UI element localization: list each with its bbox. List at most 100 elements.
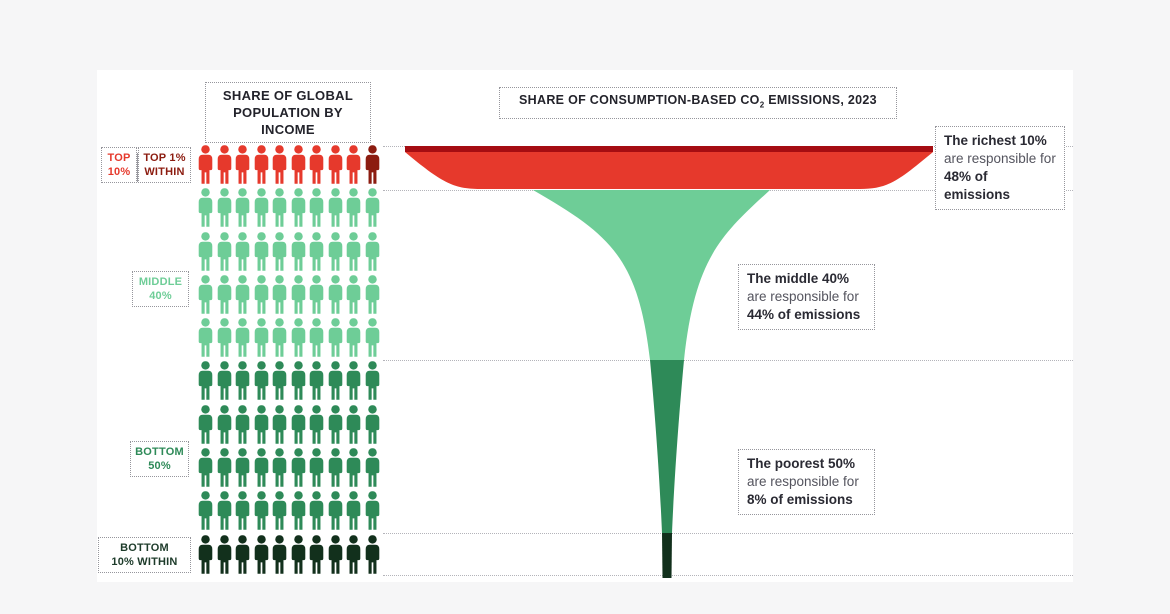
person-icon xyxy=(327,405,344,445)
pictogram-row-middle-40pct-3 xyxy=(197,275,381,318)
person-icon xyxy=(253,145,270,185)
person-icon xyxy=(327,535,344,575)
person-icon xyxy=(271,275,288,315)
person-icon xyxy=(364,145,381,185)
annotation-poorest-50: The poorest 50% are responsible for 8% o… xyxy=(738,449,875,515)
population-header-line2: POPULATION BY INCOME xyxy=(233,105,343,137)
label-top-10-line2: 10% xyxy=(107,166,131,178)
person-icon xyxy=(197,491,214,531)
person-icon xyxy=(290,448,307,488)
person-icon xyxy=(290,405,307,445)
person-icon xyxy=(290,188,307,228)
person-icon xyxy=(308,491,325,531)
annotation-richest-line1: The richest 10% xyxy=(944,133,1047,148)
emissions-co2-subscript: 2 xyxy=(759,100,765,110)
label-middle-40-line1: MIDDLE xyxy=(138,276,183,288)
person-icon xyxy=(234,275,251,315)
label-middle-40: MIDDLE 40% xyxy=(132,271,189,307)
label-divider xyxy=(137,153,138,182)
label-top-1-within: TOP 1% WITHIN xyxy=(138,147,191,183)
person-icon xyxy=(364,232,381,272)
label-top-10-line1: TOP xyxy=(107,152,131,164)
person-icon xyxy=(345,232,362,272)
pictogram-row-bottom-50pct-1 xyxy=(197,361,381,404)
person-icon xyxy=(234,232,251,272)
person-icon xyxy=(364,318,381,358)
label-bottom-50-line2: 50% xyxy=(148,460,171,472)
annotation-middle-line1: The middle 40% xyxy=(747,271,850,286)
annotation-poorest-line2: are responsible for xyxy=(747,474,859,489)
person-icon xyxy=(234,448,251,488)
person-icon xyxy=(345,491,362,531)
person-icon xyxy=(345,188,362,228)
person-icon xyxy=(234,188,251,228)
annotation-poorest-line3: 8% of emissions xyxy=(747,492,853,507)
pictogram-row-bottom-10pct-within xyxy=(197,535,381,578)
pictogram-row-middle-40pct-2 xyxy=(197,232,381,275)
person-icon xyxy=(327,318,344,358)
person-icon xyxy=(253,405,270,445)
population-pictogram xyxy=(197,145,381,578)
pictogram-row-bottom-50pct-2 xyxy=(197,405,381,448)
person-icon xyxy=(234,405,251,445)
label-top-1-line2: WITHIN xyxy=(144,166,185,178)
annotation-middle-40: The middle 40% are responsible for 44% o… xyxy=(738,264,875,330)
person-icon xyxy=(364,535,381,575)
person-icon xyxy=(216,188,233,228)
pictogram-row-middle-40pct-4 xyxy=(197,318,381,361)
person-icon xyxy=(345,145,362,185)
person-icon xyxy=(253,232,270,272)
person-icon xyxy=(216,361,233,401)
annotation-middle-line3: 44% of emissions xyxy=(747,307,861,322)
person-icon xyxy=(290,361,307,401)
person-icon xyxy=(290,491,307,531)
person-icon xyxy=(345,318,362,358)
person-icon xyxy=(253,535,270,575)
person-icon xyxy=(197,232,214,272)
person-icon xyxy=(345,448,362,488)
person-icon xyxy=(308,275,325,315)
person-icon xyxy=(216,448,233,488)
population-header: SHARE OF GLOBAL POPULATION BY INCOME xyxy=(205,82,371,143)
funnel-poorest-segment xyxy=(650,360,684,533)
person-icon xyxy=(364,491,381,531)
pictogram-row-bottom-50pct-4 xyxy=(197,491,381,534)
person-icon xyxy=(345,535,362,575)
person-icon xyxy=(364,405,381,445)
pictogram-row-bottom-50pct-3 xyxy=(197,448,381,491)
person-icon xyxy=(253,361,270,401)
person-icon xyxy=(197,145,214,185)
annotation-richest-line2: are responsible for xyxy=(944,151,1056,166)
person-icon xyxy=(364,448,381,488)
annotation-richest-10: The richest 10% are responsible for 48% … xyxy=(935,126,1065,210)
person-icon xyxy=(216,491,233,531)
label-bottom-50: BOTTOM 50% xyxy=(130,441,189,477)
person-icon xyxy=(308,361,325,401)
emissions-header: SHARE OF CONSUMPTION-BASED CO2 EMISSIONS… xyxy=(499,87,897,119)
label-bottom-10-line2: 10% WITHIN xyxy=(111,556,178,568)
person-icon xyxy=(197,188,214,228)
person-icon xyxy=(197,448,214,488)
person-icon xyxy=(364,275,381,315)
person-icon xyxy=(364,361,381,401)
person-icon xyxy=(271,145,288,185)
funnel-top-bar xyxy=(405,146,933,152)
funnel-bottom10-segment xyxy=(662,533,672,578)
separator-middle40-bottom50 xyxy=(383,360,1073,361)
person-icon xyxy=(253,318,270,358)
person-icon xyxy=(253,448,270,488)
separator-bottom50-bottom10 xyxy=(383,533,1073,534)
person-icon xyxy=(327,188,344,228)
person-icon xyxy=(290,232,307,272)
person-icon xyxy=(234,361,251,401)
person-icon xyxy=(216,405,233,445)
person-icon xyxy=(234,491,251,531)
person-icon xyxy=(345,275,362,315)
emissions-header-text: SHARE OF CONSUMPTION-BASED CO xyxy=(519,93,760,107)
emissions-header-year: EMISSIONS, 2023 xyxy=(764,93,877,107)
population-header-line1: SHARE OF GLOBAL xyxy=(222,88,354,103)
person-icon xyxy=(327,275,344,315)
person-icon xyxy=(308,448,325,488)
person-icon xyxy=(327,491,344,531)
person-icon xyxy=(197,361,214,401)
